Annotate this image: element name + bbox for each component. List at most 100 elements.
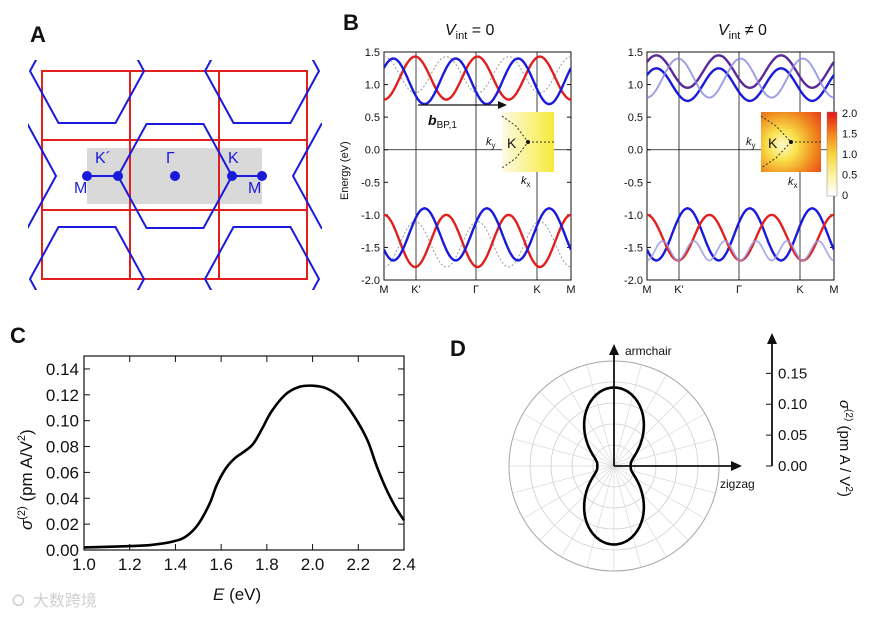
colorbar: [826, 111, 838, 197]
xtick-label: K: [796, 284, 804, 296]
ytick-label: 1.0: [628, 80, 643, 92]
ytick-label: -2.0: [624, 275, 643, 287]
colorbar-tick-label: 0: [842, 190, 848, 202]
band-plot-left: 1.51.00.50.0-0.5-1.0-1.5-2.0M K' Γ K M: [361, 47, 576, 296]
polar-scale-label: σ(2) (pm A / V2): [836, 400, 854, 497]
inset-right-ky: ky: [746, 136, 756, 150]
title-vint-nonzero: Vint ≠ 0: [718, 22, 767, 42]
watermark: ⭘ 大数跨境: [12, 591, 97, 610]
ytick-label: -2.0: [361, 275, 380, 287]
point-m-right: [257, 171, 267, 181]
ytick-label: -0.5: [361, 177, 380, 189]
xtick-label: 2.4: [392, 555, 416, 574]
ytick-label: 0.5: [628, 112, 643, 124]
inset-left-kx: kx: [521, 175, 531, 189]
band-curve: [647, 54, 834, 90]
xtick-label: 1.6: [209, 555, 233, 574]
b-vector-label: bBP,1: [428, 112, 457, 131]
label-m-right: M: [248, 180, 261, 197]
panel-a: K´ Γ K M M: [28, 60, 322, 290]
band-plot-right: 1.51.00.50.0-0.5-1.0-1.5-2.0M K' Γ K M: [624, 47, 839, 296]
band-curve: [647, 207, 834, 262]
inset-right: K ky kx 2.0 1.5 1.0 0.5 0: [746, 108, 857, 202]
label-gamma: Γ: [166, 150, 175, 167]
ylabel-energy: Energy (eV): [339, 141, 351, 200]
ytick-label: 0.0: [628, 145, 643, 157]
ytick-label: 0.08: [46, 438, 79, 457]
panel-d: 0.15 0.10 0.05 0.00 armchair zigzag σ(2) (p…: [508, 333, 854, 572]
ytick-label: 0.04: [46, 489, 79, 508]
colorbar-tick-label: 2.0: [842, 108, 857, 120]
axis-zigzag-label: zigzag: [720, 477, 755, 491]
rectangular-zones: [41, 70, 308, 280]
scale-tick-label: 0.15: [778, 365, 807, 382]
high-symmetry-path: [82, 171, 267, 181]
panel-c: 1.0 1.2 1.4 1.6 1.8 2.0 2.2 2.4 0.00 0.02 0.04 0.06…: [16, 355, 416, 604]
xtick-label: 1.0: [72, 555, 96, 574]
sigma-curve: [83, 384, 406, 549]
ytick-label: 0.14: [46, 360, 79, 379]
panel-label-d: D: [450, 336, 466, 361]
xtick-label: K': [674, 284, 683, 296]
xtick-label: M: [829, 284, 838, 296]
b-vector-arrowhead: [498, 101, 507, 109]
colorbar-tick-label: 0.5: [842, 170, 857, 182]
title-vint-zero: Vint = 0: [445, 22, 495, 42]
inset-left-k: K: [507, 135, 517, 151]
ytick-label: 0.12: [46, 386, 79, 405]
ytick-label: 0.00: [46, 541, 79, 560]
ylabel-sigma: σ(2) (pm A/V2): [16, 429, 36, 530]
ytick-label: 0.06: [46, 463, 79, 482]
ytick-label: 1.5: [365, 47, 380, 59]
xtick-label: Γ: [736, 284, 742, 296]
axis-armchair-label: armchair: [625, 344, 672, 358]
inset-left-ky: ky: [486, 136, 496, 150]
band-curve: [647, 57, 834, 99]
point-kprime: [113, 171, 123, 181]
colorbar-ticks: 2.0 1.5 1.0 0.5 0: [842, 108, 857, 202]
band-curve: [384, 213, 571, 269]
ytick-label: 1.5: [628, 47, 643, 59]
xtick-label: 1.4: [164, 555, 188, 574]
inset-right-k: K: [768, 135, 778, 151]
scale-tick-label: 0.10: [778, 396, 807, 413]
ytick-label: 0.0: [365, 145, 380, 157]
xtick-label: M: [642, 284, 651, 296]
point-k: [227, 171, 237, 181]
scale-tick-label: 0.00: [778, 458, 807, 475]
point-m-left: [82, 171, 92, 181]
xtick-label: 1.2: [118, 555, 142, 574]
ytick-label: 1.0: [365, 80, 380, 92]
ytick-label: -1.0: [624, 210, 643, 222]
colorbar-tick-label: 1.5: [842, 129, 857, 141]
xtick-label: 1.8: [255, 555, 279, 574]
xtick-label: 2.0: [301, 555, 325, 574]
panel-label-a: A: [30, 22, 46, 47]
xtick-label: K: [533, 284, 541, 296]
point-gamma: [170, 171, 180, 181]
band-curve: [647, 239, 834, 262]
polar-sigma-curve: [582, 386, 646, 546]
colorbar-tick-label: 1.0: [842, 149, 857, 161]
panel-label-b: B: [343, 10, 359, 35]
xtick-label: M: [566, 284, 575, 296]
band-curve: [384, 57, 571, 106]
ytick-label: -1.5: [361, 242, 380, 254]
ytick-label: -1.5: [624, 242, 643, 254]
band-curve: [384, 55, 571, 101]
inset-left: K ky kx: [486, 112, 554, 189]
label-m-left: M: [74, 180, 87, 197]
xtick-label: 2.2: [346, 555, 370, 574]
ytick-label: 0.5: [365, 112, 380, 124]
band-curve: [647, 67, 834, 103]
inset-right-kx: kx: [788, 176, 798, 190]
band-curve: [384, 207, 571, 262]
panel-b: Vint = 0 Vint ≠ 0 Energy (eV) 1.5 1.0 0.5 0…: [339, 22, 857, 296]
xlabel-energy: E (eV): [213, 585, 261, 604]
plot-frame: [83, 355, 405, 551]
xtick-label: K': [411, 284, 420, 296]
panel-label-c: C: [10, 323, 26, 348]
ytick-label: 0.02: [46, 515, 79, 534]
ytick-label: 0.10: [46, 412, 79, 431]
